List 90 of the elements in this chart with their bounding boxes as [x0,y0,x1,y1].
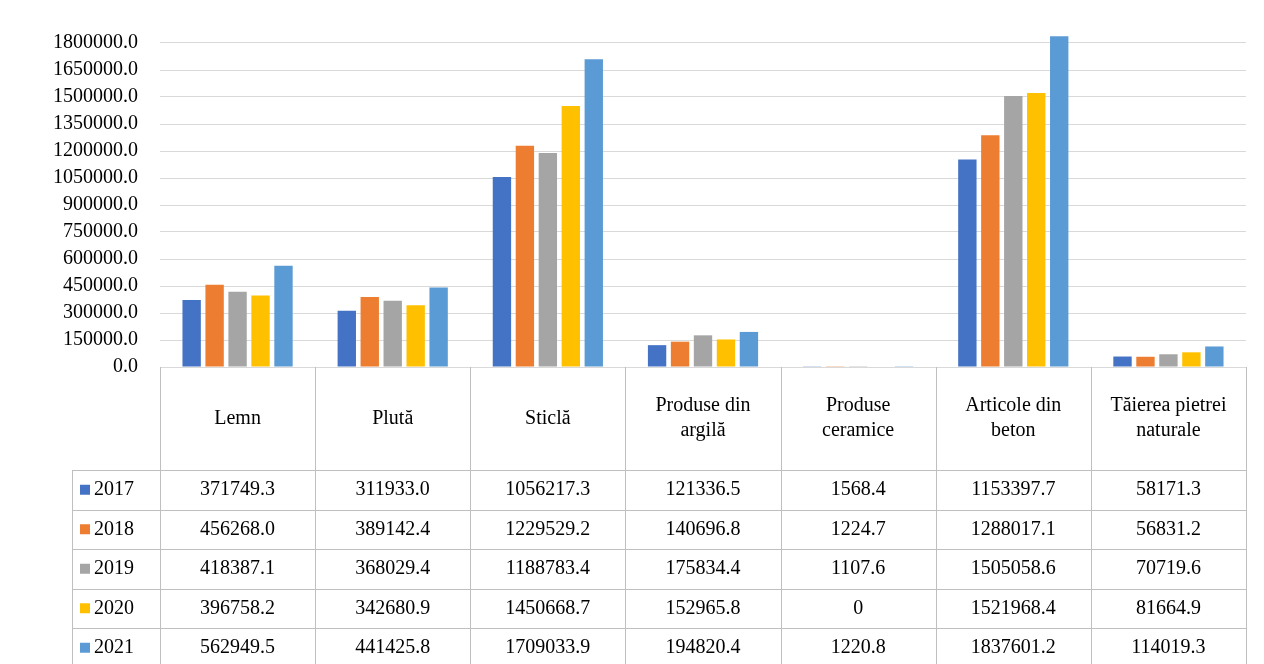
data-label: 441425.8 [355,635,431,657]
bar [383,300,402,367]
x-tick-label: Produse ceramice [822,393,895,441]
y-tick-label: 750000.0 [63,219,138,242]
data-label: 1521968.4 [970,595,1056,618]
data-label: 1056217.3 [505,477,591,499]
bar [228,291,247,367]
bar [1027,93,1046,367]
y-tick-label: 0.0 [113,354,138,377]
x-tick-label: Sticlă [525,405,571,428]
data-label: 152965.8 [665,595,741,618]
bar [360,296,379,367]
data-label: 58171.3 [1135,477,1201,499]
bar [981,135,1000,367]
y-tick-label: 1200000.0 [53,138,138,161]
bar [515,145,535,367]
x-tick-label: Plută [372,405,414,428]
bar [1004,96,1023,367]
data-label: 114019.3 [1131,635,1206,657]
data-label: 1837601.2 [970,635,1056,657]
data-label: 81664.9 [1135,595,1201,618]
bar [1113,356,1132,367]
data-label: 0 [853,595,864,618]
x-tick-label: Lemn [214,405,261,428]
y-tick-label: 1500000.0 [53,84,138,107]
bar [337,310,356,367]
legend-label: 2021 [94,635,134,657]
data-label: 1153397.7 [971,477,1056,499]
data-label: 1229529.2 [505,516,591,539]
data-label: 121336.5 [665,477,741,499]
y-tick-label: 1050000.0 [53,165,138,188]
bar [584,59,603,367]
data-label: 1568.4 [830,477,886,499]
data-label: 311933.0 [355,477,430,499]
bar [406,305,425,367]
bar [1159,354,1178,367]
data-label: 56831.2 [1135,516,1201,539]
bar [561,105,580,367]
bar [1205,346,1224,367]
bar [1136,356,1155,367]
data-label: 342680.9 [355,595,431,618]
bar [492,176,512,367]
x-tick-label: Produse din argilă [655,393,751,442]
legend-label: 2018 [94,516,134,539]
data-label: 456268.0 [200,516,276,539]
data-label: 194820.4 [665,635,741,657]
bar [274,265,293,367]
data-label: 1224.7 [830,516,886,539]
data-label: 368029.4 [355,556,431,578]
data-label: 1450668.7 [505,595,591,618]
bar [182,300,201,367]
bar [429,287,448,367]
data-label: 140696.8 [665,516,741,539]
bar [251,295,270,367]
data-label: 175834.4 [665,556,741,578]
x-tick-label: Articole din beton [965,393,1062,441]
data-label: 396758.2 [200,595,276,618]
bar [1182,352,1201,367]
y-tick-label: 600000.0 [63,246,138,269]
y-tick-label: 150000.0 [63,327,138,350]
bar [716,339,736,367]
y-tick-label: 1650000.0 [53,57,138,80]
data-label: 70719.6 [1135,556,1201,578]
y-tick-label: 900000.0 [63,192,138,215]
data-label: 1220.8 [830,635,886,657]
y-tick-label: 1350000.0 [53,111,138,134]
bar [647,345,667,367]
bar [693,335,713,367]
data-label: 562949.5 [200,635,276,657]
data-label: 418387.1 [200,556,276,578]
data-label: 389142.4 [355,516,431,539]
bar [205,284,224,367]
legend-label: 2019 [94,556,134,578]
bar [1050,36,1069,367]
legend-label: 2020 [94,595,134,618]
legend-label: 2017 [94,477,134,499]
bar [670,341,690,367]
y-tick-label: 1800000.0 [53,30,138,53]
x-tick-label: Tăierea pietrei naturale [1110,393,1227,441]
bar [538,153,558,367]
bar [739,331,759,367]
data-label: 1709033.9 [505,635,591,657]
bar [958,159,977,367]
y-tick-label: 450000.0 [63,273,138,296]
data-label: 1505058.6 [970,556,1056,578]
data-label: 1107.6 [831,556,886,578]
data-label: 1288017.1 [970,516,1056,539]
data-label: 1188783.4 [505,556,590,578]
y-tick-label: 300000.0 [63,300,138,323]
data-label: 371749.3 [200,477,276,499]
